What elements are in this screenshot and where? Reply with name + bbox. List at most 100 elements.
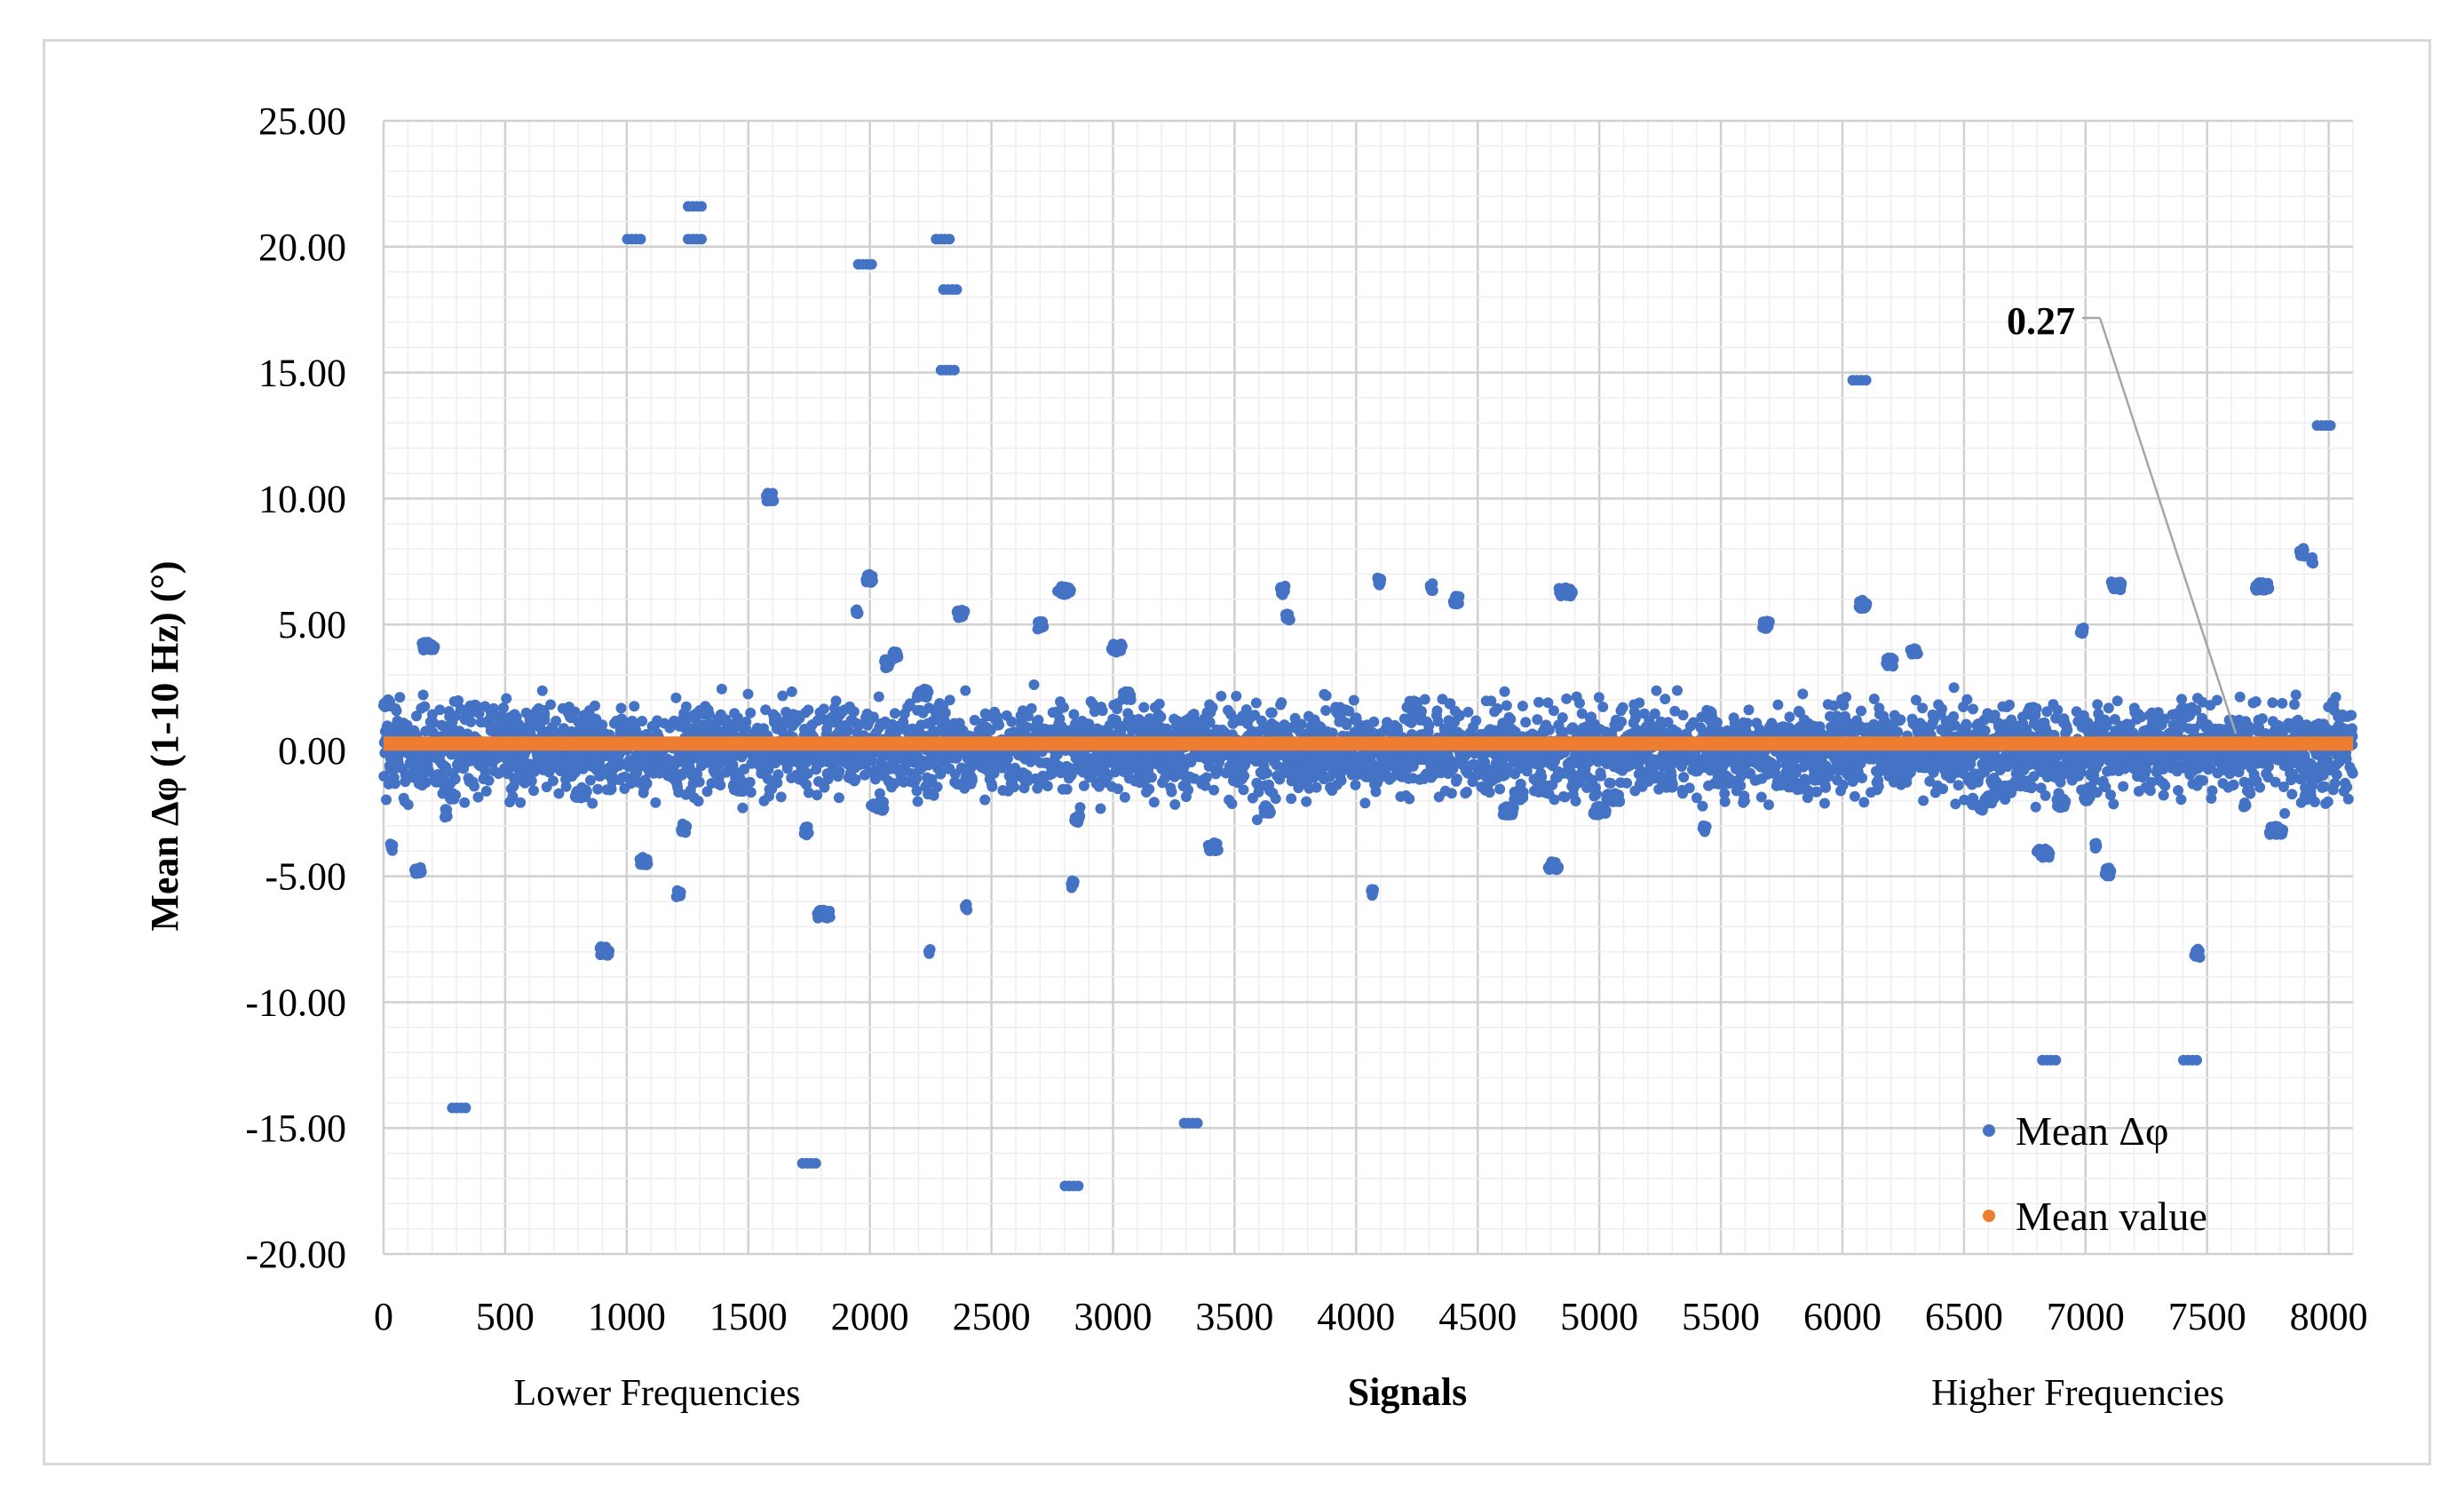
- data-point: [824, 911, 836, 923]
- data-point: [453, 694, 464, 706]
- data-point: [1264, 806, 1276, 818]
- data-point: [551, 715, 562, 726]
- data-point: [1204, 717, 1216, 728]
- data-point: [1183, 784, 1194, 796]
- data-point: [1074, 802, 1086, 813]
- data-point: [391, 705, 402, 717]
- data-point: [1006, 716, 1018, 727]
- data-point: [1295, 726, 1306, 738]
- data-point: [1311, 782, 1322, 793]
- data-point: [1266, 707, 1278, 718]
- data-point: [1335, 774, 1347, 786]
- data-point: [742, 688, 754, 700]
- data-point: [1276, 697, 1287, 709]
- data-point: [745, 787, 757, 798]
- data-point: [472, 791, 484, 803]
- data-point: [1261, 767, 1272, 779]
- data-point: [501, 693, 512, 704]
- data-point: [526, 775, 537, 787]
- data-point: [1102, 771, 1113, 782]
- data-point: [604, 945, 615, 956]
- data-point: [1532, 714, 1543, 726]
- data-point: [528, 785, 539, 797]
- data-point: [1561, 693, 1573, 704]
- data-point: [1548, 705, 1559, 717]
- data-point: [615, 702, 627, 714]
- data-point: [1461, 786, 1472, 798]
- data-point: [1033, 714, 1044, 726]
- data-point: [1113, 783, 1124, 795]
- data-point: [931, 726, 942, 737]
- data-point: [939, 707, 951, 718]
- data-point: [979, 794, 991, 806]
- data-point: [739, 764, 750, 774]
- data-point: [1009, 782, 1019, 793]
- data-point: [693, 776, 705, 788]
- data-point: [1423, 720, 1435, 732]
- data-point: [741, 716, 752, 727]
- data-point: [819, 782, 830, 793]
- data-point: [428, 717, 440, 728]
- data-point: [1146, 772, 1157, 783]
- data-point: [1451, 774, 1462, 785]
- data-point: [1239, 770, 1250, 782]
- data-point: [417, 689, 429, 701]
- data-point: [1068, 709, 1080, 720]
- data-point: [507, 790, 519, 802]
- data-point: [629, 701, 640, 712]
- data-point: [1494, 783, 1506, 795]
- data-point: [1125, 694, 1137, 705]
- data-point: [1501, 700, 1512, 711]
- data-point: [459, 797, 471, 808]
- data-point: [693, 796, 704, 807]
- data-point: [924, 944, 936, 955]
- data-point: [960, 685, 971, 696]
- data-point: [597, 719, 608, 731]
- data-point: [1153, 698, 1165, 710]
- data-point: [959, 606, 971, 617]
- data-point: [873, 691, 884, 702]
- data-point: [402, 799, 414, 811]
- data-point: [650, 797, 662, 808]
- data-point: [1144, 783, 1155, 795]
- data-point: [441, 811, 453, 822]
- data-point: [966, 774, 978, 786]
- data-point: [1169, 798, 1181, 810]
- data-point: [1138, 702, 1150, 713]
- data-point: [560, 781, 572, 792]
- data-point: [1095, 803, 1106, 814]
- data-point: [411, 710, 422, 722]
- data-point: [1155, 711, 1167, 723]
- data-point: [581, 786, 592, 798]
- data-point: [745, 707, 757, 718]
- data-point: [1348, 694, 1359, 706]
- data-point: [935, 768, 947, 780]
- data-point: [1231, 690, 1242, 702]
- data-point: [515, 797, 527, 808]
- data-point: [1549, 794, 1560, 806]
- data-point: [812, 790, 823, 801]
- data-point: [733, 712, 743, 724]
- data-point: [378, 771, 390, 782]
- data-point: [911, 785, 923, 797]
- data-point: [834, 766, 845, 777]
- data-point: [1002, 753, 1013, 765]
- data-point: [1499, 686, 1510, 697]
- data-point: [768, 495, 780, 506]
- data-point: [1083, 718, 1095, 730]
- data-point: [716, 683, 727, 694]
- data-point: [1533, 696, 1544, 708]
- data-point: [1454, 591, 1465, 602]
- data-point: [931, 782, 943, 793]
- data-point: [1253, 786, 1264, 798]
- data-point: [988, 767, 1000, 779]
- data-point: [1536, 771, 1548, 782]
- data-point: [545, 699, 557, 710]
- data-point: [670, 692, 682, 703]
- data-point: [1517, 787, 1529, 798]
- data-point: [703, 708, 715, 719]
- data-point: [637, 716, 648, 726]
- data-point: [1116, 640, 1128, 652]
- data-point: [923, 687, 934, 698]
